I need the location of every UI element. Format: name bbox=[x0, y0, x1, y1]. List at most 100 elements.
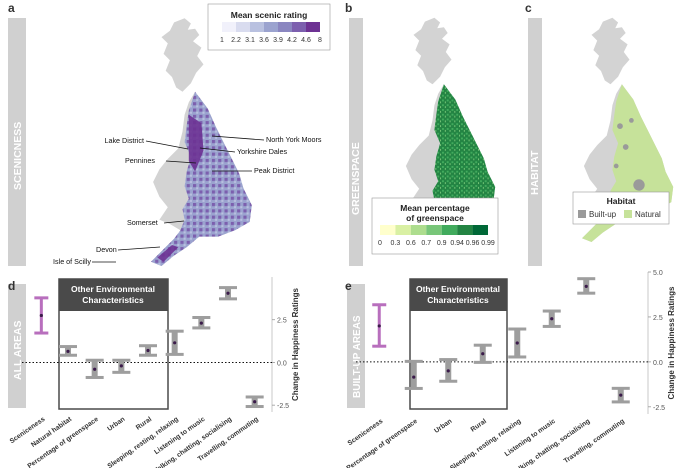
legend-a-swatch bbox=[292, 22, 306, 32]
side-bar-e bbox=[347, 284, 365, 408]
legend-c-title: Habitat bbox=[607, 196, 636, 206]
legend-c-swatch-natural bbox=[624, 210, 632, 218]
panel-b: b GREENSPACE Mean percentage of greenspa… bbox=[345, 1, 499, 266]
panel-letter-c: c bbox=[525, 1, 532, 15]
box-d-title-1: Other Environmental bbox=[71, 284, 155, 294]
chart-e: -2.5 0.0 2.5 5.0 Change in Happiness Ratings… bbox=[346, 270, 676, 473]
ci-cap-lower bbox=[139, 353, 157, 357]
box-e-title-2: Characteristics bbox=[427, 295, 489, 305]
legend-c: Habitat Built-up Natural bbox=[572, 191, 670, 225]
panel-e: e BUILT-UP AREAS Other Environmental Cha… bbox=[345, 270, 676, 473]
category-label: Urban bbox=[106, 416, 126, 433]
ci-cap-upper bbox=[85, 358, 104, 362]
place-leader bbox=[211, 135, 265, 141]
y-tick-label: 0.0 bbox=[277, 360, 287, 367]
place-label: Isle of Scilly bbox=[53, 257, 91, 266]
y-tick-label: 2.5 bbox=[653, 315, 663, 322]
ci-cap-lower bbox=[85, 375, 104, 379]
other-characteristics-box-e: Other Environmental Characteristics bbox=[409, 278, 508, 410]
place-leader bbox=[163, 220, 185, 224]
category-label: Rural bbox=[470, 418, 488, 434]
estimate-point bbox=[226, 291, 230, 295]
ci-cap-lower bbox=[404, 386, 423, 390]
ci-cap-lower bbox=[473, 360, 492, 364]
panel-a: a SCENICNESS Mean scenic rating 1 2.2 3.1 3… bbox=[8, 1, 331, 267]
estimate-point bbox=[199, 321, 203, 325]
place-leader bbox=[145, 140, 189, 150]
ci-cap-lower bbox=[165, 352, 184, 356]
side-label-e: BUILT-UP AREAS bbox=[352, 315, 363, 398]
estimate-point bbox=[39, 313, 43, 318]
legend-a-swatch bbox=[236, 22, 250, 32]
place-label: Peak District bbox=[254, 166, 294, 175]
place-label: Devon bbox=[96, 245, 117, 254]
legend-a-tick: 3.1 bbox=[245, 37, 255, 44]
side-label-c: HABITAT bbox=[529, 150, 541, 195]
box-d-title-2: Characteristics bbox=[82, 295, 144, 305]
legend-a-tick: 3.9 bbox=[273, 37, 283, 44]
ci-cap-lower bbox=[59, 353, 77, 357]
side-bar-c bbox=[528, 18, 542, 266]
legend-b-tick: 0.7 bbox=[421, 240, 431, 247]
legend-b-title-1: Mean percentage bbox=[400, 203, 470, 213]
legend-a-tick: 4.2 bbox=[287, 37, 297, 44]
ci-bar bbox=[410, 361, 417, 388]
y-axis-label: Change in Happiness Ratings bbox=[291, 287, 300, 400]
estimate-point bbox=[619, 393, 623, 397]
legend-a: Mean scenic rating 1 2.2 3.1 3.6 3.9 4.2 4.6 8 bbox=[207, 3, 331, 51]
estimate-point bbox=[377, 324, 381, 328]
legend-a-swatch bbox=[278, 22, 292, 32]
place-leader bbox=[199, 147, 236, 153]
place-label: Pennines bbox=[125, 156, 155, 165]
panel-c: c HABITAT Habitat Built-up Natural bbox=[525, 1, 674, 266]
side-bar-d bbox=[8, 284, 26, 408]
place-label: Lake District bbox=[104, 136, 144, 145]
legend-b-swatch bbox=[472, 225, 488, 235]
estimate-point bbox=[146, 348, 150, 353]
legend-b-tick: 0.99 bbox=[481, 240, 495, 247]
legend-b-tick: 0.9 bbox=[437, 240, 447, 247]
side-bar-a bbox=[8, 18, 26, 266]
estimate-point bbox=[119, 364, 123, 368]
category-label: Travelling, commuting bbox=[563, 418, 626, 465]
ci-cap-lower bbox=[611, 400, 630, 404]
legend-a-tick: 4.6 bbox=[301, 37, 311, 44]
estimate-point bbox=[584, 284, 588, 288]
legend-c-label-built-up: Built-up bbox=[589, 210, 617, 219]
place-leader bbox=[165, 160, 197, 164]
legend-b-tick: 0.6 bbox=[406, 240, 416, 247]
ci-cap-upper bbox=[372, 303, 387, 307]
y-tick-label: -2.5 bbox=[653, 405, 665, 412]
ci-cap-upper bbox=[192, 316, 211, 320]
legend-b-swatch bbox=[426, 225, 442, 235]
ci-cap-upper bbox=[577, 277, 596, 281]
ci-cap-upper bbox=[508, 327, 527, 331]
place-label: Somerset bbox=[127, 218, 158, 227]
ci-cap-upper bbox=[59, 345, 77, 349]
legend-a-tick: 3.6 bbox=[259, 37, 269, 44]
legend-b: Mean percentage of greenspace 0 0.3 0.6 0.7… bbox=[371, 197, 499, 255]
map-scenic bbox=[151, 18, 252, 267]
place-labels: Lake District North York Moors Yorkshire D… bbox=[53, 135, 322, 266]
ci-cap-upper bbox=[542, 309, 561, 313]
legend-a-tick: 2.2 bbox=[231, 37, 241, 44]
estimate-point bbox=[550, 317, 554, 321]
ci-cap-upper bbox=[112, 358, 131, 362]
legend-a-tick: 8 bbox=[318, 37, 322, 44]
panel-letter-d: d bbox=[8, 279, 15, 293]
ci-cap-lower bbox=[245, 405, 264, 409]
ci-cap-upper bbox=[245, 395, 264, 399]
box-e-title-1: Other Environmental bbox=[416, 284, 500, 294]
ci-cap-lower bbox=[439, 379, 458, 383]
side-label-b: GREENSPACE bbox=[350, 142, 362, 215]
legend-b-swatch bbox=[441, 225, 458, 235]
estimate-point bbox=[412, 375, 416, 379]
ci-cap-upper bbox=[404, 359, 423, 363]
ci-cap-lower bbox=[372, 344, 387, 348]
legend-a-swatch bbox=[222, 22, 236, 32]
estimate-point bbox=[515, 341, 519, 345]
ci-cap-upper bbox=[34, 296, 49, 300]
legend-b-swatch bbox=[380, 225, 396, 235]
legend-b-swatch bbox=[395, 225, 411, 235]
